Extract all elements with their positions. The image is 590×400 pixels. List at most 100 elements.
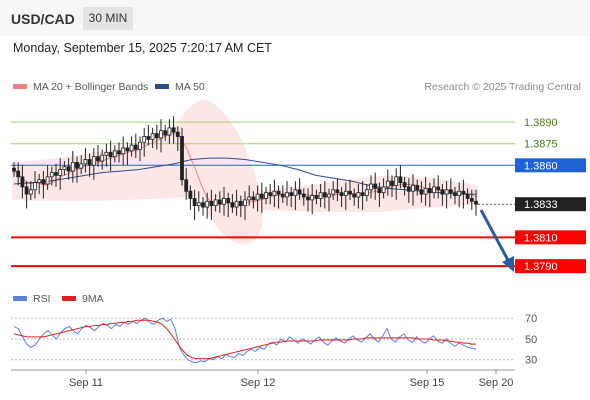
candle-body [75, 162, 79, 169]
candle-body [70, 162, 75, 172]
candle-body [41, 179, 46, 185]
candle-body [406, 186, 411, 192]
candle-body [125, 147, 130, 152]
candle-body [79, 163, 84, 169]
candle-body [104, 151, 109, 156]
candle-body [238, 200, 243, 207]
level-label-1.3860: 1.3860 [524, 160, 558, 172]
candle-body [268, 192, 273, 196]
candle-body [280, 193, 285, 198]
candle-body [272, 190, 277, 196]
candle-body [28, 189, 33, 195]
candle-body [398, 176, 403, 183]
candle-body [402, 182, 407, 188]
current-price-label: 1.3833 [524, 199, 558, 211]
candle-body [33, 182, 37, 191]
candle-body [192, 198, 197, 207]
candle-body [112, 150, 117, 158]
candle-body [457, 190, 462, 196]
rsi-ma-legend-label: 9MA [82, 293, 104, 305]
ma20-legend-swatch [13, 84, 27, 89]
candle-body [301, 193, 306, 198]
candlesticks [12, 116, 478, 221]
candle-body [243, 199, 247, 207]
candle-body [356, 192, 361, 198]
candle-body [436, 186, 441, 191]
candle-body [150, 133, 155, 140]
level-tag-1.3860 [515, 158, 586, 173]
candle-body [297, 189, 302, 195]
candle-body [255, 193, 260, 201]
price-labels: 1.3890 1.3875 1.3860 1.3810 1.3790 1.3833 [478, 117, 586, 274]
x-tick-label: Sep 11 [69, 377, 103, 389]
ma50-legend-swatch [155, 84, 169, 89]
candle-body [343, 190, 348, 196]
header-bar: USD/CAD 30 MIN [0, 0, 590, 36]
candle-body [427, 187, 432, 194]
candle-body [289, 192, 294, 196]
candle-body [213, 199, 218, 207]
level-tag-1.3810 [515, 230, 586, 245]
candle-body [306, 196, 310, 201]
rsi-lines [13, 317, 477, 364]
candle-body [285, 192, 289, 198]
candle-body [394, 176, 399, 186]
timeframe-badge[interactable]: 30 MIN [83, 7, 133, 30]
rsi-level-label-50: 50 [525, 334, 537, 346]
candle-body [188, 190, 193, 199]
copyright-label: Research © 2025 Trading Central [424, 81, 581, 93]
candle-body [138, 141, 142, 150]
currency-pair-title: USD/CAD [11, 11, 75, 27]
candle-body [415, 185, 420, 191]
candle-body [444, 189, 449, 195]
candle-body [377, 187, 382, 194]
ma20-legend-label: MA 20 + Bollinger Bands [33, 81, 148, 93]
x-tick-label: Sep 12 [241, 377, 276, 389]
candle-body [419, 189, 424, 195]
rsi-level-label-70: 70 [525, 313, 537, 325]
candle-body [159, 130, 163, 139]
level-label-1.3890: 1.3890 [524, 117, 558, 129]
candle-body [83, 159, 88, 165]
rsi-ma-legend-swatch [62, 296, 76, 301]
candle-body [54, 172, 58, 176]
candle-body [314, 195, 319, 199]
candle-body [364, 189, 369, 196]
candle-body [373, 183, 378, 189]
candle-body [16, 170, 21, 178]
bollinger-band-area [12, 99, 264, 245]
candle-body [222, 198, 226, 205]
candle-body [154, 133, 159, 139]
rsi-legend-swatch [13, 296, 27, 301]
candle-body [87, 159, 92, 166]
candle-body [310, 195, 315, 201]
candle-body [348, 190, 352, 195]
candle-body [201, 202, 205, 208]
projection-arrow [479, 209, 514, 272]
candle-body [45, 176, 50, 185]
candle-body [390, 180, 394, 186]
candle-body [276, 190, 281, 195]
candle-body [167, 127, 172, 136]
candle-body [339, 192, 344, 196]
candle-body [171, 127, 176, 133]
candle-body [411, 185, 415, 192]
x-tick-label: Sep 20 [479, 377, 514, 389]
candle-body [49, 172, 54, 178]
rsi-level-label-30: 30 [525, 355, 537, 367]
candle-body [247, 196, 252, 201]
candle-body [66, 166, 71, 172]
candle-body [322, 192, 327, 198]
candle-body [96, 156, 100, 162]
candle-body [100, 154, 105, 162]
candle-body [264, 192, 268, 199]
timestamp-label: Monday, September 15, 2025 7:20:17 AM CE… [13, 41, 272, 55]
candle-body [259, 193, 264, 199]
candle-body [381, 186, 386, 194]
x-tick-label: Sep 15 [410, 377, 445, 389]
candle-body [24, 186, 29, 195]
candle-body [461, 190, 466, 195]
candle-body [453, 192, 457, 196]
candle-body [133, 144, 138, 150]
